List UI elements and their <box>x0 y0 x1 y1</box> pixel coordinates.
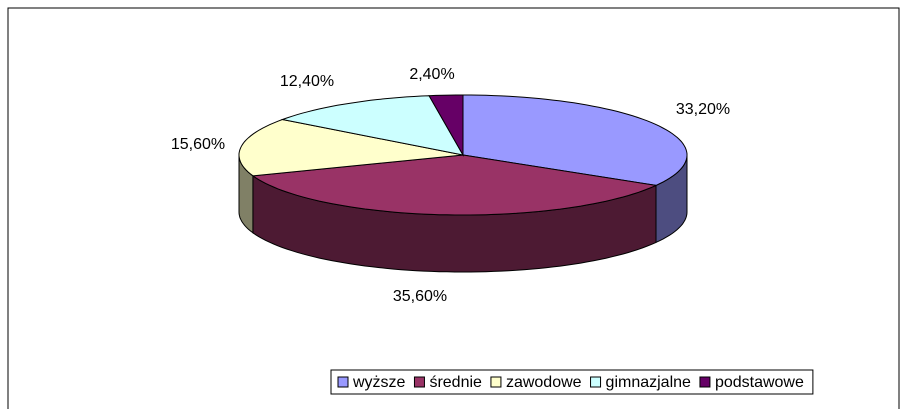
data-label: 12,40% <box>280 73 334 90</box>
data-label: 35,60% <box>393 288 447 305</box>
pie-slice <box>251 154 658 216</box>
legend-label: zawodowe <box>506 374 582 391</box>
data-label: 15,60% <box>171 136 225 153</box>
pie-slice <box>462 94 688 186</box>
legend-swatch <box>699 376 711 388</box>
legend-label: średnie <box>429 374 482 391</box>
legend-label: wyższe <box>352 374 406 391</box>
legend-swatch <box>590 376 602 388</box>
legend-swatch <box>337 376 349 388</box>
legend: wyższe średnie zawodowe gimnazjalne podstawo… <box>330 369 814 395</box>
legend-box <box>330 369 814 395</box>
chart-frame <box>7 7 900 409</box>
legend-swatch <box>490 376 502 388</box>
legend-label: podstawowe <box>715 374 804 391</box>
pie-slice <box>428 94 464 157</box>
legend-swatch <box>413 376 425 388</box>
pie-slice <box>238 118 464 177</box>
data-label: 2,40% <box>409 66 454 83</box>
pie-slice <box>280 95 464 156</box>
data-label: 33,20% <box>676 101 730 118</box>
legend-label: gimnazjalne <box>606 374 691 391</box>
